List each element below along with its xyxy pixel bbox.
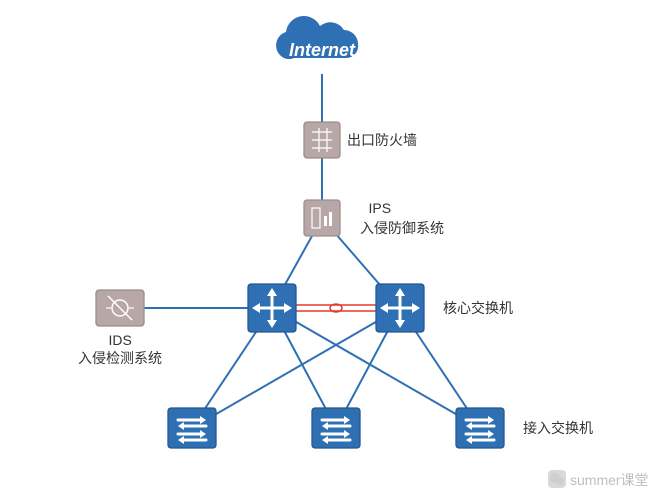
core_r-node — [376, 284, 424, 332]
svg-text:Internet: Internet — [289, 40, 356, 60]
access_3-label: 接入交换机 — [523, 418, 593, 438]
firewall-node — [304, 122, 340, 158]
ids-label: IDS — [109, 332, 132, 348]
ips-label: IPS — [369, 200, 392, 216]
ids-node — [96, 290, 144, 326]
firewall-label: 出口防火墙 — [347, 130, 417, 150]
ips-label2: 入侵防御系统 — [360, 218, 444, 238]
access_1-node — [168, 408, 216, 448]
access_2-node — [312, 408, 360, 448]
watermark-text: summer课堂 — [570, 470, 649, 490]
core_l-node — [248, 284, 296, 332]
access_3-node — [456, 408, 504, 448]
wechat-icon — [548, 470, 566, 488]
core_r-label: 核心交换机 — [443, 298, 513, 318]
ids-label2: 入侵检测系统 — [78, 348, 162, 368]
ips-node — [304, 200, 340, 236]
internet-cloud: Internet — [276, 16, 358, 60]
